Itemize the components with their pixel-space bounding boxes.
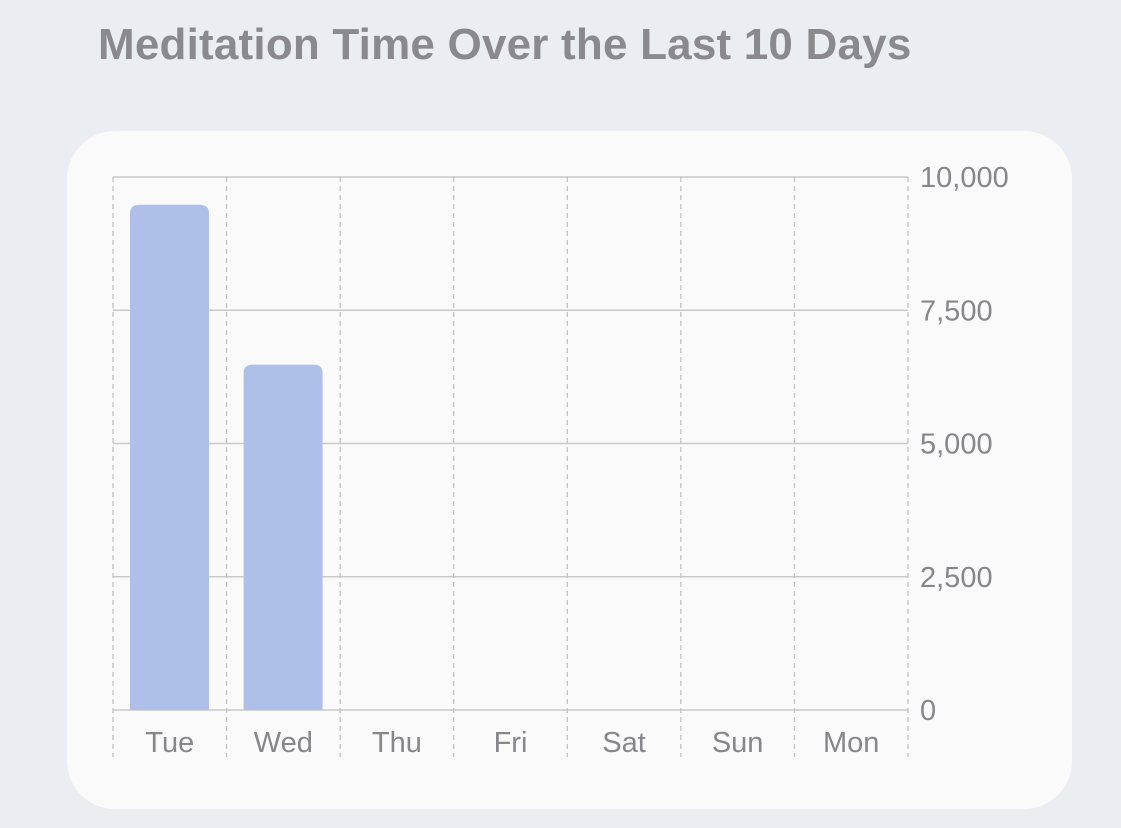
x-tick-label-sat: Sat — [602, 727, 646, 759]
x-tick-label-wed: Wed — [254, 727, 313, 759]
y-tick-label-2: 5,000 — [920, 429, 993, 461]
y-tick-label-4: 10,000 — [920, 162, 1009, 194]
y-tick-label-0: 0 — [920, 695, 936, 727]
chart-card — [67, 131, 1072, 809]
bar-tue — [130, 204, 209, 710]
x-tick-label-tue: Tue — [145, 727, 194, 759]
chart-title: Meditation Time Over the Last 10 Days — [98, 20, 912, 69]
x-tick-label-thu: Thu — [372, 727, 422, 759]
bar-wed — [243, 364, 323, 710]
y-tick-label-3: 7,500 — [920, 295, 993, 327]
x-tick-label-fri: Fri — [494, 727, 528, 759]
y-tick-label-1: 2,500 — [920, 562, 993, 594]
x-tick-label-sun: Sun — [712, 727, 764, 759]
x-tick-label-mon: Mon — [823, 727, 879, 759]
